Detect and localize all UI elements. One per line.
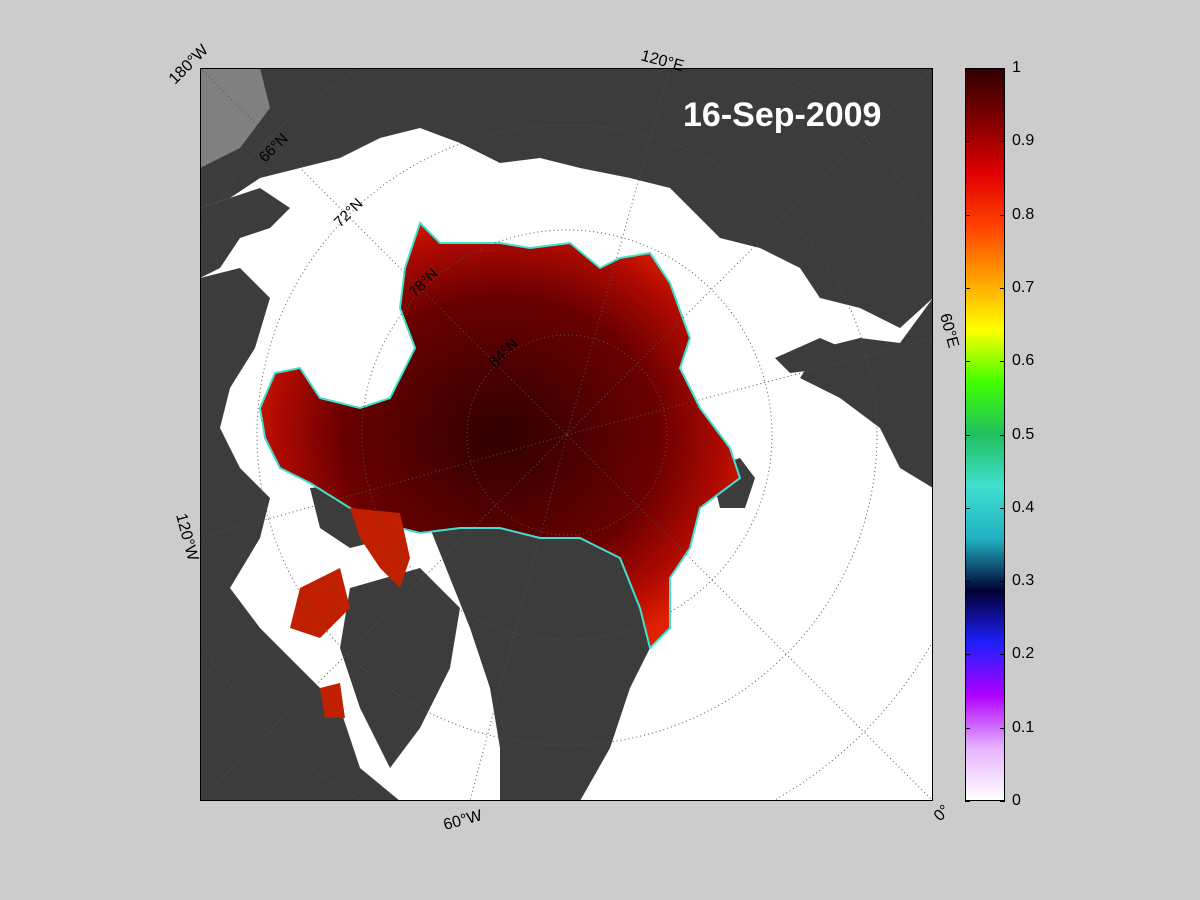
date-label: 16-Sep-2009 — [683, 96, 881, 134]
land-greenland — [430, 508, 670, 801]
lon-label-120e: 120°E — [639, 47, 686, 75]
sea-ice-map: 66°N 72°N 78°N 84°N 16-Sep-2009 — [200, 68, 933, 801]
colorbar-tick-label: 0.5 — [1012, 425, 1035, 443]
lon-label-60e: 60°E — [936, 312, 961, 350]
colorbar-tick-label: 1 — [1012, 59, 1021, 76]
colorbar-tick-label: 0.6 — [1012, 352, 1035, 370]
land-canada — [200, 268, 400, 801]
land-alaska-west — [200, 68, 270, 168]
colorbar-tick-label: 0.4 — [1012, 498, 1035, 516]
land-siberia — [200, 68, 933, 328]
colorbar-tick-label: 0.7 — [1012, 278, 1035, 296]
colorbar-tick-label: 0 — [1012, 792, 1021, 809]
colorbar-gradient — [965, 68, 1005, 801]
land-novaya-zemlya — [775, 338, 890, 388]
colorbar-tick-label: 0.8 — [1012, 205, 1035, 223]
lon-label-180w: 180°W — [166, 41, 213, 88]
land-baffin — [340, 568, 460, 768]
map-border — [200, 68, 933, 801]
land-alaska — [200, 188, 290, 278]
lon-label-60w: 60°W — [442, 807, 485, 834]
sea-ice-channels — [290, 508, 410, 718]
colorbar-tick-label: 0.1 — [1012, 718, 1035, 736]
lon-label-120w: 120°W — [172, 512, 201, 564]
lon-label-0: 0° — [931, 802, 954, 825]
sea-ice-pack — [258, 221, 742, 650]
colorbar-tick-label: 0.3 — [1012, 572, 1035, 590]
colorbar-tick-label: 0.9 — [1012, 132, 1035, 150]
graticule — [200, 68, 933, 801]
colorbar-tick-label: 0.2 — [1012, 645, 1035, 663]
colorbar — [965, 68, 1005, 801]
